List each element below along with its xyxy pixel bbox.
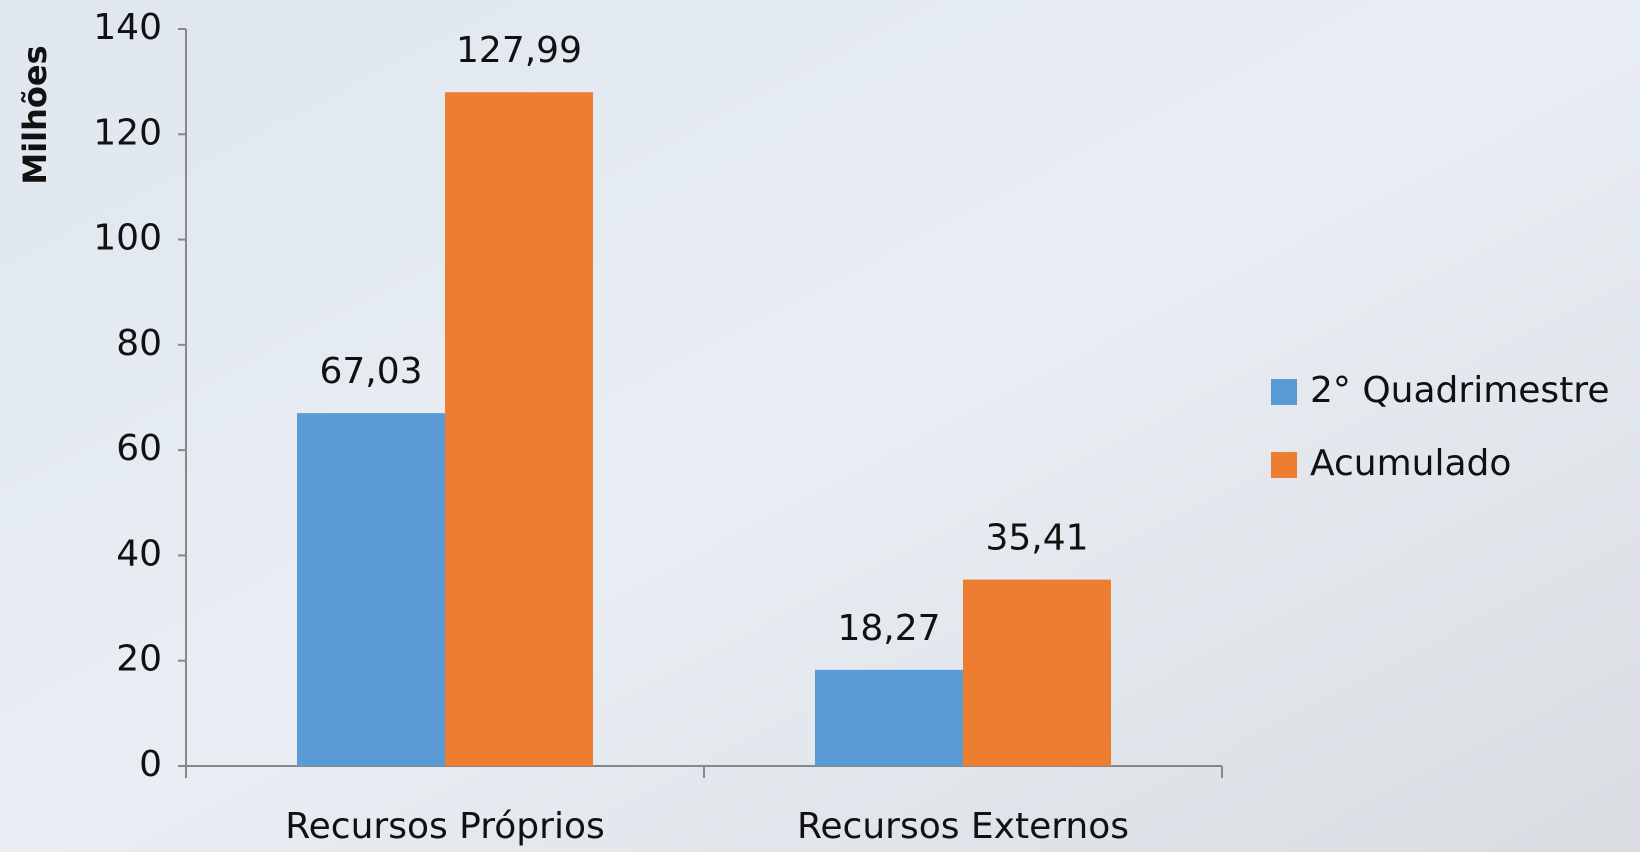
data-label: 35,41 — [985, 518, 1088, 559]
bar — [963, 580, 1111, 766]
y-tick-label: 80 — [116, 323, 162, 364]
legend-label: Acumulado — [1310, 443, 1511, 484]
bar — [297, 413, 445, 766]
y-tick-label: 40 — [116, 533, 162, 574]
y-tick-label: 140 — [93, 7, 162, 48]
y-tick-label: 0 — [139, 744, 162, 785]
x-tick-label: Recursos Próprios — [285, 806, 604, 847]
y-tick-label: 100 — [93, 218, 162, 259]
data-label: 18,27 — [837, 608, 940, 649]
y-tick-label: 60 — [116, 428, 162, 469]
y-tick-label: 120 — [93, 112, 162, 153]
legend-swatch — [1271, 452, 1297, 478]
legend-swatch — [1271, 379, 1297, 405]
chart: Milhões 0 20 40 60 80 100 120 140 Recursos Própr… — [0, 0, 1640, 852]
bar — [445, 92, 593, 766]
y-axis-label: Milhões — [16, 45, 54, 184]
y-tick-label: 20 — [116, 639, 162, 680]
bar — [815, 670, 963, 766]
data-label: 127,99 — [456, 30, 582, 71]
x-tick-label: Recursos Externos — [797, 806, 1129, 847]
data-label: 67,03 — [319, 351, 422, 392]
legend-label: 2° Quadrimestre — [1310, 370, 1609, 411]
